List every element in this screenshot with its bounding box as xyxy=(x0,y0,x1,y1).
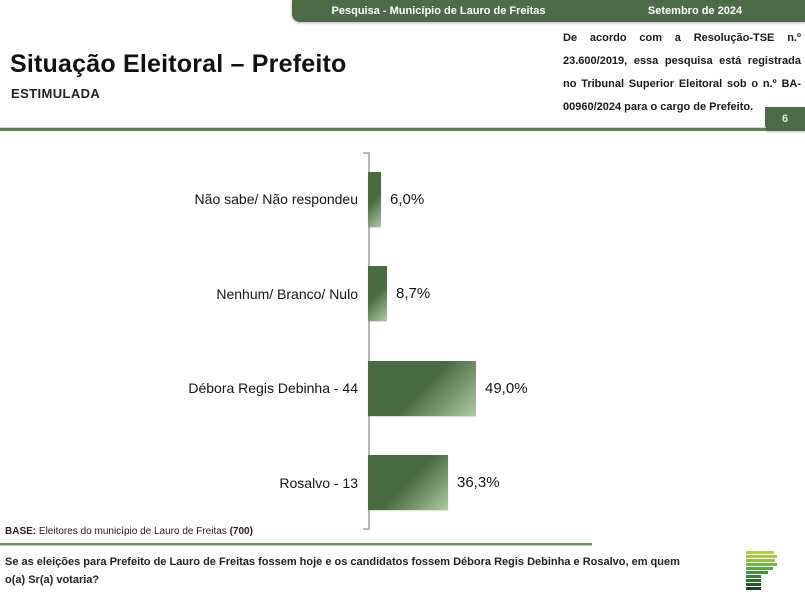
header-divider xyxy=(0,127,766,131)
value-label: 8,7% xyxy=(396,285,431,303)
chart-row: Nenhum/ Branco/ Nulo 8,7% xyxy=(0,247,805,342)
base-note-prefix: BASE: xyxy=(5,526,37,537)
bar xyxy=(368,360,476,416)
company-logo xyxy=(746,551,777,591)
page-title: Situação Eleitoral – Prefeito xyxy=(10,50,347,78)
base-note-text: Eleitores do município de Lauro de Freit… xyxy=(36,526,230,537)
category-label: Rosalvo - 13 xyxy=(279,474,358,491)
bar xyxy=(368,171,381,227)
header-bar: Pesquisa - Município de Lauro de Freitas… xyxy=(292,0,805,22)
category-label: Nenhum/ Branco/ Nulo xyxy=(216,285,358,302)
chart-row: Débora Regis Debinha - 44 49,0% xyxy=(0,341,805,436)
value-label: 36,3% xyxy=(457,474,500,492)
header-date: Setembro de 2024 xyxy=(647,5,743,17)
category-label: Não sabe/ Não respondeu xyxy=(194,191,358,208)
chart-rows: Não sabe/ Não respondeu 6,0% Nenhum/ Branc… xyxy=(0,152,805,530)
value-label: 6,0% xyxy=(390,190,425,208)
logo-bar xyxy=(746,555,777,558)
logo-bar xyxy=(746,587,761,590)
page-subtitle: ESTIMULADA xyxy=(11,86,101,101)
survey-question: Se as eleições para Prefeito de Lauro de… xyxy=(5,556,680,587)
logo-bar xyxy=(746,583,761,586)
registration-note: De acordo com a Resolução-TSE n.º 23.600… xyxy=(563,32,801,113)
base-note: BASE: Eleitores do município de Lauro de… xyxy=(5,526,253,537)
logo-bar xyxy=(746,571,768,574)
category-label: Débora Regis Debinha - 44 xyxy=(188,380,358,397)
bar xyxy=(368,266,387,322)
chart-row: Rosalvo - 13 36,3% xyxy=(0,436,805,531)
chart-row: Não sabe/ Não respondeu 6,0% xyxy=(0,152,805,247)
logo-bar xyxy=(746,575,761,578)
value-label: 49,0% xyxy=(485,379,528,397)
base-note-count: (700) xyxy=(229,526,253,537)
bar xyxy=(368,455,448,511)
footer-divider xyxy=(0,543,592,546)
bar-chart: Não sabe/ Não respondeu 6,0% Nenhum/ Branc… xyxy=(0,152,805,530)
logo-bar xyxy=(746,559,775,562)
logo-bar xyxy=(746,579,761,582)
page-number-badge: 6 xyxy=(765,107,805,131)
chart-y-axis xyxy=(363,152,370,530)
logo-bar xyxy=(746,563,777,566)
logo-bar xyxy=(746,567,773,570)
logo-bar xyxy=(746,551,774,554)
header-survey-title: Pesquisa - Município de Lauro de Freitas xyxy=(331,5,546,17)
